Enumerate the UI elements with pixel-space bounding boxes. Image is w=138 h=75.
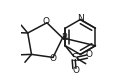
Text: N: N: [77, 14, 84, 23]
Text: O: O: [43, 17, 50, 26]
Text: B: B: [61, 33, 67, 42]
Text: S: S: [71, 52, 79, 63]
Text: O: O: [49, 54, 56, 63]
Text: O: O: [85, 50, 92, 59]
Text: O: O: [72, 66, 79, 75]
